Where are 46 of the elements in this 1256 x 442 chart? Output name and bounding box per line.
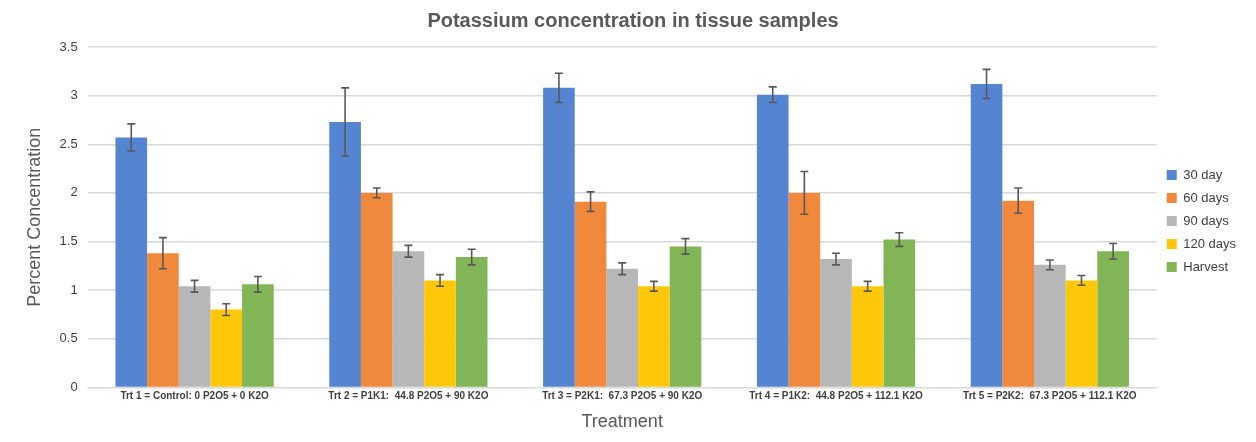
y-tick-label: 2.5 [59, 135, 78, 151]
bar [638, 286, 670, 387]
bar [392, 251, 425, 387]
bar [970, 83, 1003, 387]
bar [543, 87, 575, 387]
bar [455, 257, 488, 387]
chart-title: Potassium concentration in tissue samples [427, 8, 839, 31]
y-tick-label: 0.5 [59, 330, 78, 346]
bar [1097, 251, 1129, 387]
x-tick-label: Trt 5 = P2K2: 67.3 P2O5 + 112.1 K2O [963, 390, 1137, 402]
bar [360, 192, 393, 387]
legend-label: 30 day [1183, 166, 1223, 182]
bar [1065, 280, 1098, 387]
bar [424, 280, 456, 387]
bar [574, 201, 607, 387]
x-tick-label: Trt 3 = P2K1: 67.3 P2O5 + 90 K2O [542, 390, 703, 402]
y-axis-title: Percent Concentration [23, 127, 44, 307]
bar [883, 239, 916, 387]
bar [210, 309, 243, 387]
bar [1034, 264, 1066, 387]
legend-label: 120 days [1183, 235, 1237, 251]
bar [1002, 200, 1035, 387]
y-tick-label: 1.5 [59, 233, 78, 249]
legend-label: 60 days [1183, 189, 1230, 205]
bar [147, 253, 179, 387]
bar [788, 192, 821, 387]
bar [329, 121, 361, 387]
bar [669, 246, 702, 387]
bar [242, 284, 274, 387]
legend-label: Harvest [1183, 258, 1229, 274]
y-tick-label: 0 [70, 378, 78, 394]
x-axis-title: Treatment [581, 411, 663, 432]
bar [756, 94, 789, 387]
bar [851, 286, 884, 387]
x-tick-label: Trt 1 = Control: 0 P2O5 + 0 K2O [120, 390, 269, 402]
y-tick-label: 3 [70, 87, 78, 103]
y-tick-label: 1 [70, 281, 78, 297]
legend-label: 90 days [1183, 212, 1230, 228]
x-tick-label: Trt 4 = P1K2: 44.8 P2O5 + 112.1 K2O [749, 390, 923, 402]
x-tick-label: Trt 2 = P1K1: 44.8 P2O5 + 90 K2O [328, 390, 489, 402]
bar [178, 286, 211, 387]
bar [606, 268, 639, 387]
bar [820, 259, 852, 387]
y-tick-label: 3.5 [59, 38, 78, 54]
bar [115, 137, 148, 387]
y-tick-label: 2 [70, 184, 78, 200]
